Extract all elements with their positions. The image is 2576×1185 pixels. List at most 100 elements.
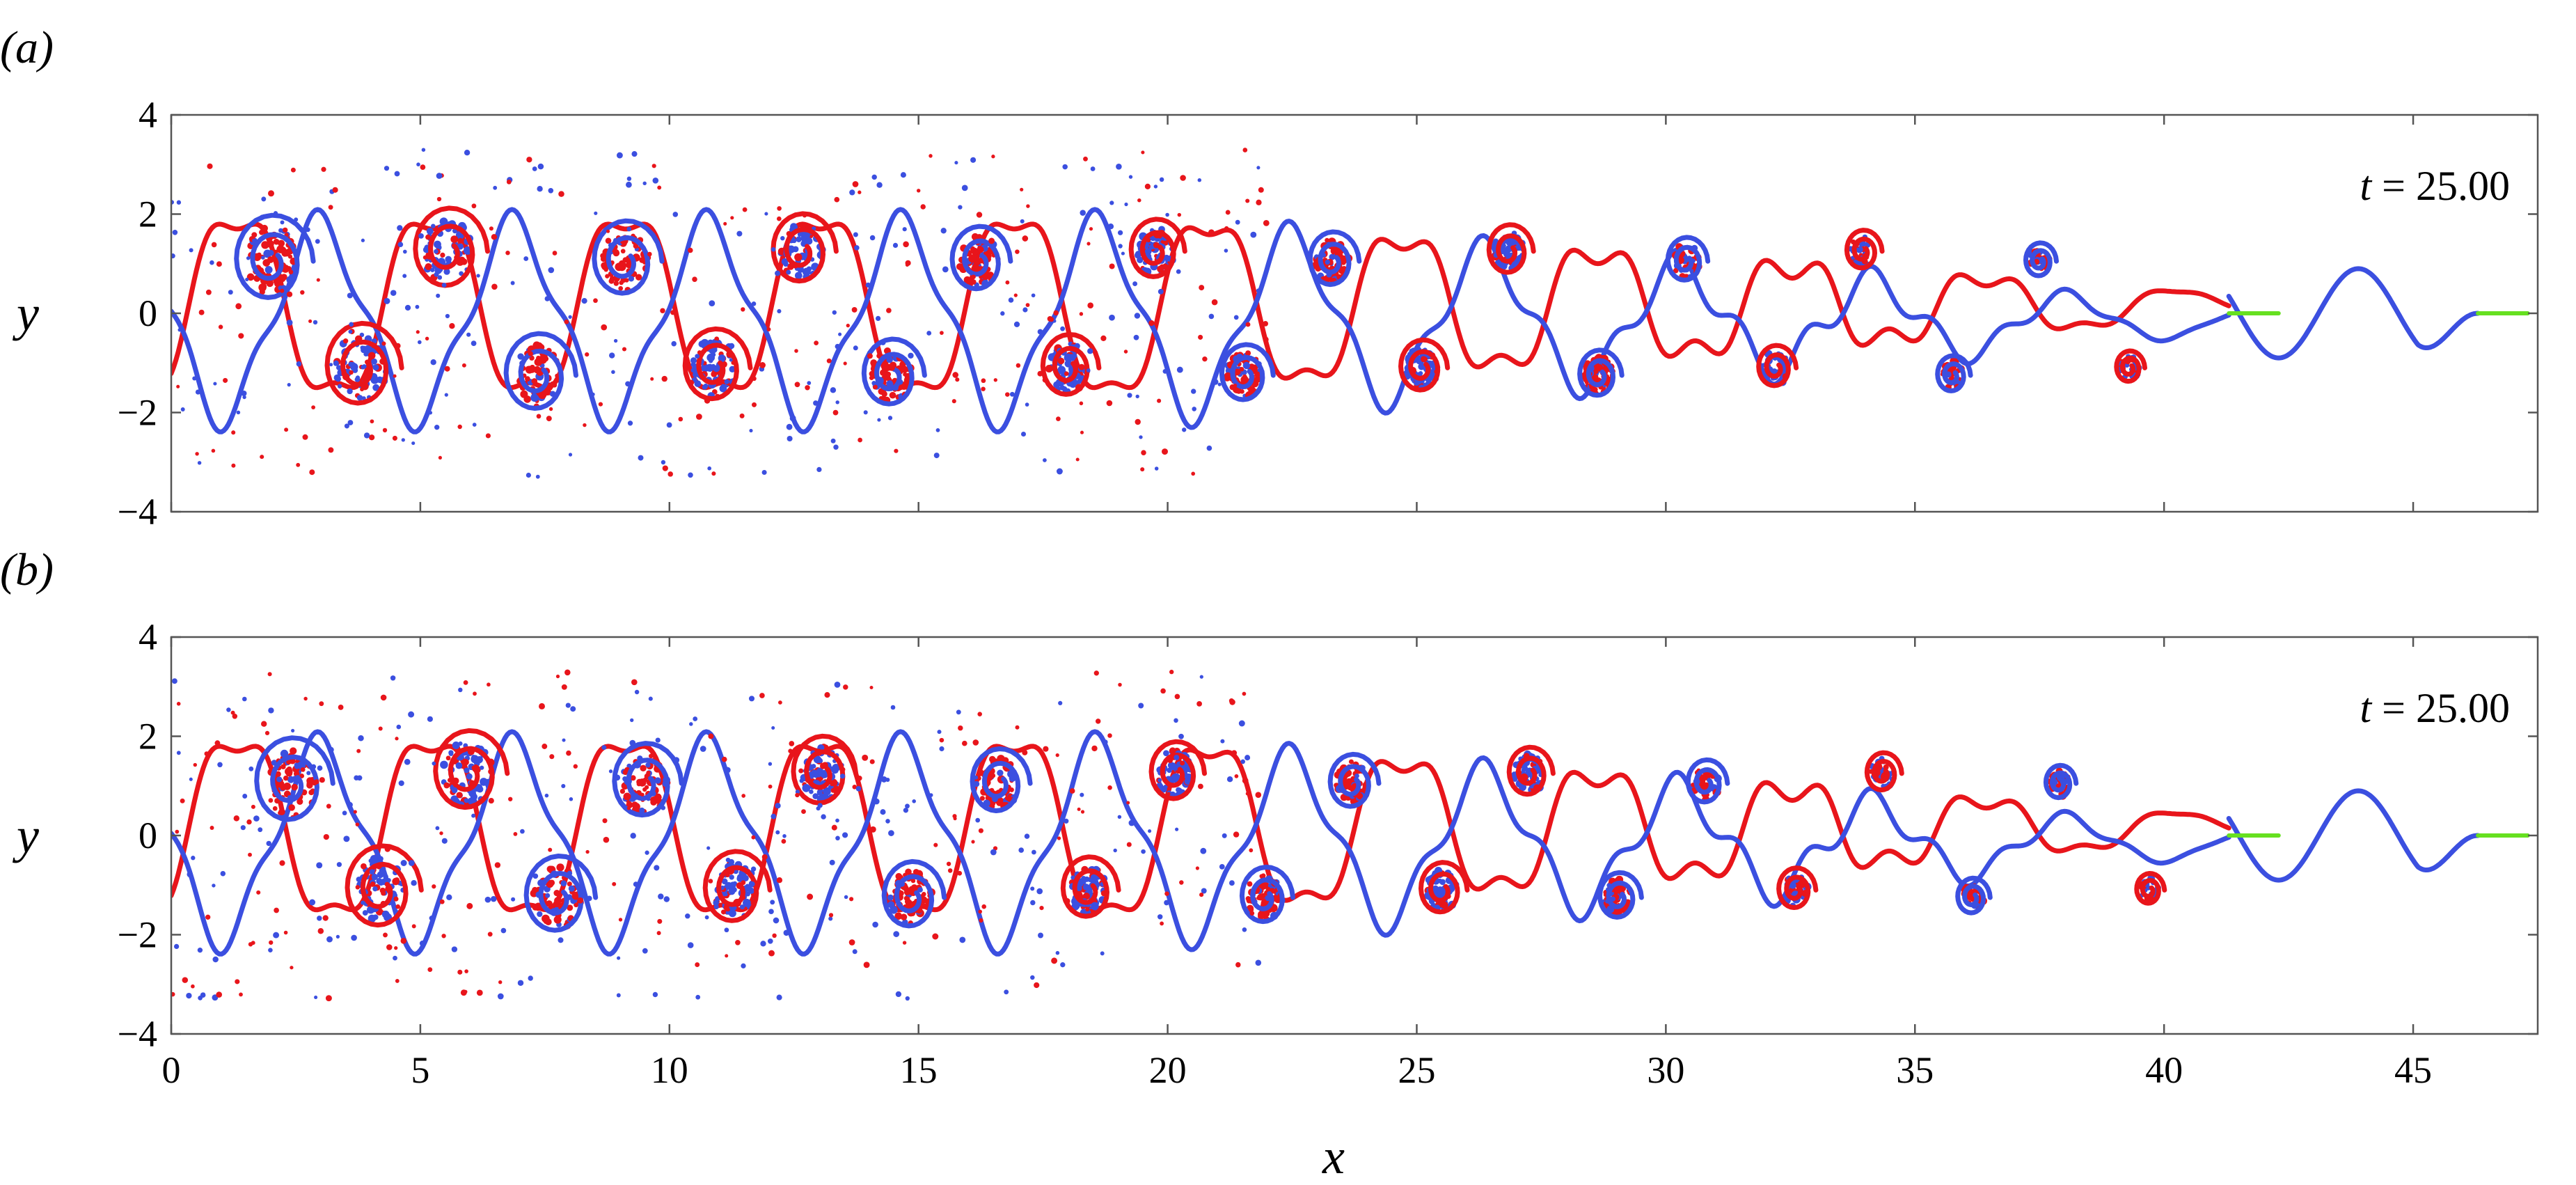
tracer-particle [464, 150, 471, 156]
tracer-particle [642, 777, 648, 783]
tracer-particle [1148, 829, 1152, 833]
tracer-particle [801, 239, 807, 245]
tracer-particle [900, 172, 906, 178]
vortex-core [1486, 222, 1536, 275]
spiral-arm [433, 728, 510, 810]
tracer-particle [370, 419, 374, 424]
tracer-particle [553, 916, 562, 924]
spiral-arm [702, 849, 773, 923]
tracer-particle [422, 246, 430, 253]
tracer-particle [615, 262, 624, 272]
tracer-particle [381, 866, 386, 871]
tracer-particle [1247, 881, 1253, 887]
tracer-particle [813, 414, 818, 419]
tracer-particle [553, 890, 560, 897]
tracer-particle [287, 254, 293, 259]
tracer-particle [759, 693, 765, 698]
tracer-particle [285, 249, 292, 255]
tracer-particle [973, 780, 980, 787]
tracer-particle [751, 301, 757, 306]
tracer-particle [1224, 226, 1229, 231]
x-tick-label: 30 [1647, 1049, 1684, 1091]
tracer-particle [858, 437, 862, 443]
tracer-particle [1249, 907, 1254, 912]
tracer-particle [1109, 201, 1114, 205]
tracer-particle [390, 675, 396, 681]
tracer-particle [283, 775, 289, 781]
tracer-particle [233, 815, 240, 822]
tracer-particle [333, 360, 339, 366]
tracer-particle [380, 900, 386, 907]
tracer-particle [880, 809, 886, 815]
tracer-particle [1086, 368, 1091, 372]
tracer-particle [1341, 260, 1346, 265]
y-tick-label: 2 [139, 194, 157, 235]
tracer-particle [197, 461, 202, 465]
tracer-particle [981, 378, 986, 384]
tracer-particle [1440, 901, 1448, 909]
tracer-particle [1034, 982, 1040, 989]
vortex-core [1419, 860, 1470, 915]
tracer-particle [1087, 348, 1093, 354]
blue-streakline [171, 207, 2231, 434]
tracer-particle [775, 270, 780, 276]
tracer-particle [1234, 774, 1239, 778]
tracer-particle [871, 381, 876, 386]
tracer-particle [1107, 785, 1112, 790]
tracer-particle [300, 290, 305, 295]
tracer-particle [288, 269, 294, 275]
tracer-particle [1192, 407, 1196, 411]
tracer-particle [728, 343, 735, 350]
tracer-particle [849, 189, 855, 196]
tracer-particle [480, 765, 484, 770]
tracer-particle [260, 455, 264, 460]
tracer-particle [890, 705, 896, 710]
tracer-particle [430, 359, 436, 366]
tracer-particle [1060, 962, 1066, 968]
tracer-particle [869, 685, 874, 690]
tracer-particle [696, 414, 702, 420]
tracer-particle [887, 416, 893, 421]
tracer-particle [390, 290, 397, 296]
tracer-particle [957, 870, 963, 876]
tracer-particle [618, 918, 623, 922]
tracer-particle [1263, 220, 1270, 226]
tracer-particle [213, 382, 217, 386]
tracer-particle [1132, 281, 1138, 287]
tracer-particle [786, 423, 793, 430]
tracer-particle [979, 918, 983, 923]
tracer-particle [1242, 361, 1251, 370]
tracer-particle [1080, 210, 1086, 216]
tracer-particle [378, 726, 383, 731]
tracer-particle [261, 241, 269, 249]
tracer-particle [308, 790, 315, 796]
tracer-particle [291, 728, 295, 732]
tracer-particle [1673, 267, 1679, 274]
tracer-particle [1124, 202, 1128, 207]
tracer-particle [1060, 385, 1066, 391]
tracer-particle [171, 678, 177, 684]
tracer-particle [1037, 329, 1043, 335]
tracer-particle [245, 277, 249, 281]
tracer-particle [473, 691, 477, 696]
tracer-particle [1225, 210, 1231, 215]
tracer-particle [852, 949, 858, 955]
tracer-particle [210, 826, 214, 830]
tracer-particle [547, 867, 553, 872]
tracer-particle [1254, 371, 1261, 378]
tracer-particle [466, 773, 473, 780]
y-axis-label: y [12, 285, 39, 341]
tracer-particle [286, 766, 292, 772]
tracer-particle [349, 322, 354, 327]
tracer-particle [835, 818, 839, 823]
tracer-particle [536, 367, 541, 372]
tracer-particle [448, 751, 454, 756]
tracer-particle [198, 309, 205, 315]
tracer-particle [888, 830, 894, 836]
tracer-particle [471, 203, 477, 209]
tracer-particle [1157, 914, 1163, 920]
tracer-particle [1015, 249, 1020, 254]
vortex-core [1040, 331, 1102, 397]
tracer-particle [428, 411, 433, 415]
